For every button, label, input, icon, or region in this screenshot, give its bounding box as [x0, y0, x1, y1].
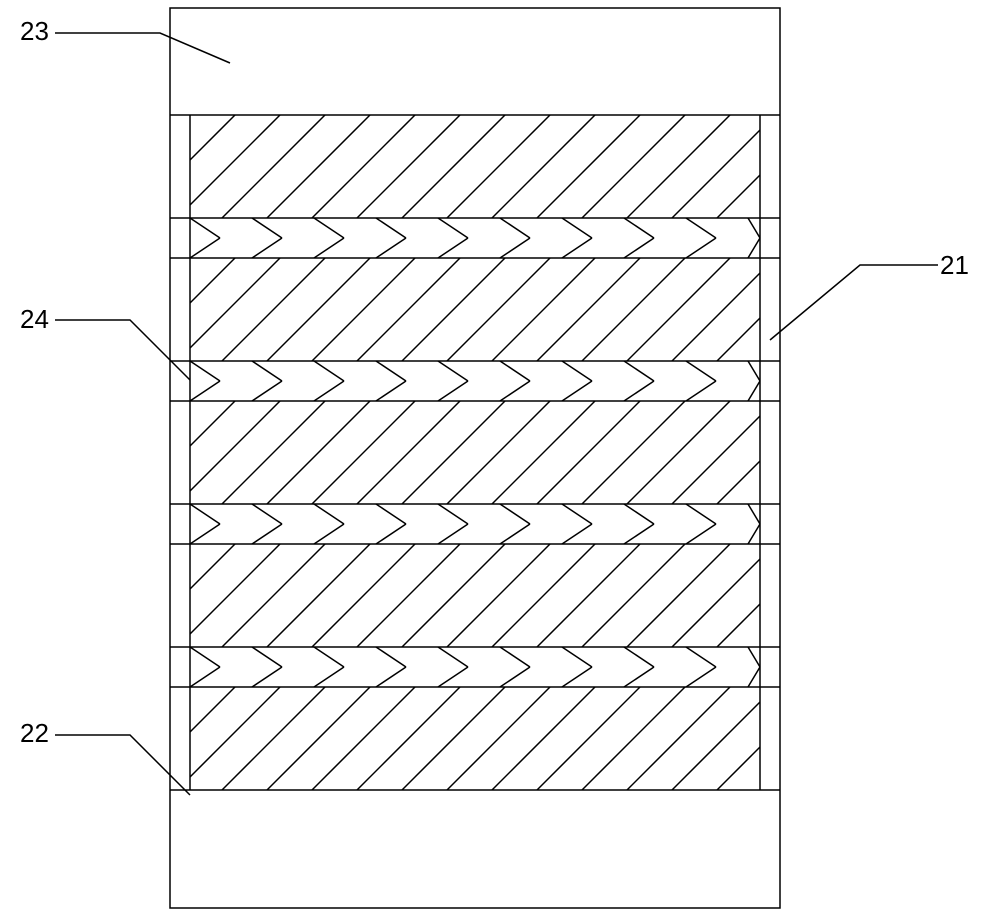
label-24: 24	[20, 304, 49, 335]
label-23: 23	[20, 16, 49, 47]
label-21: 21	[940, 250, 969, 281]
label-22: 22	[20, 718, 49, 749]
cross-section-diagram	[0, 0, 1000, 918]
